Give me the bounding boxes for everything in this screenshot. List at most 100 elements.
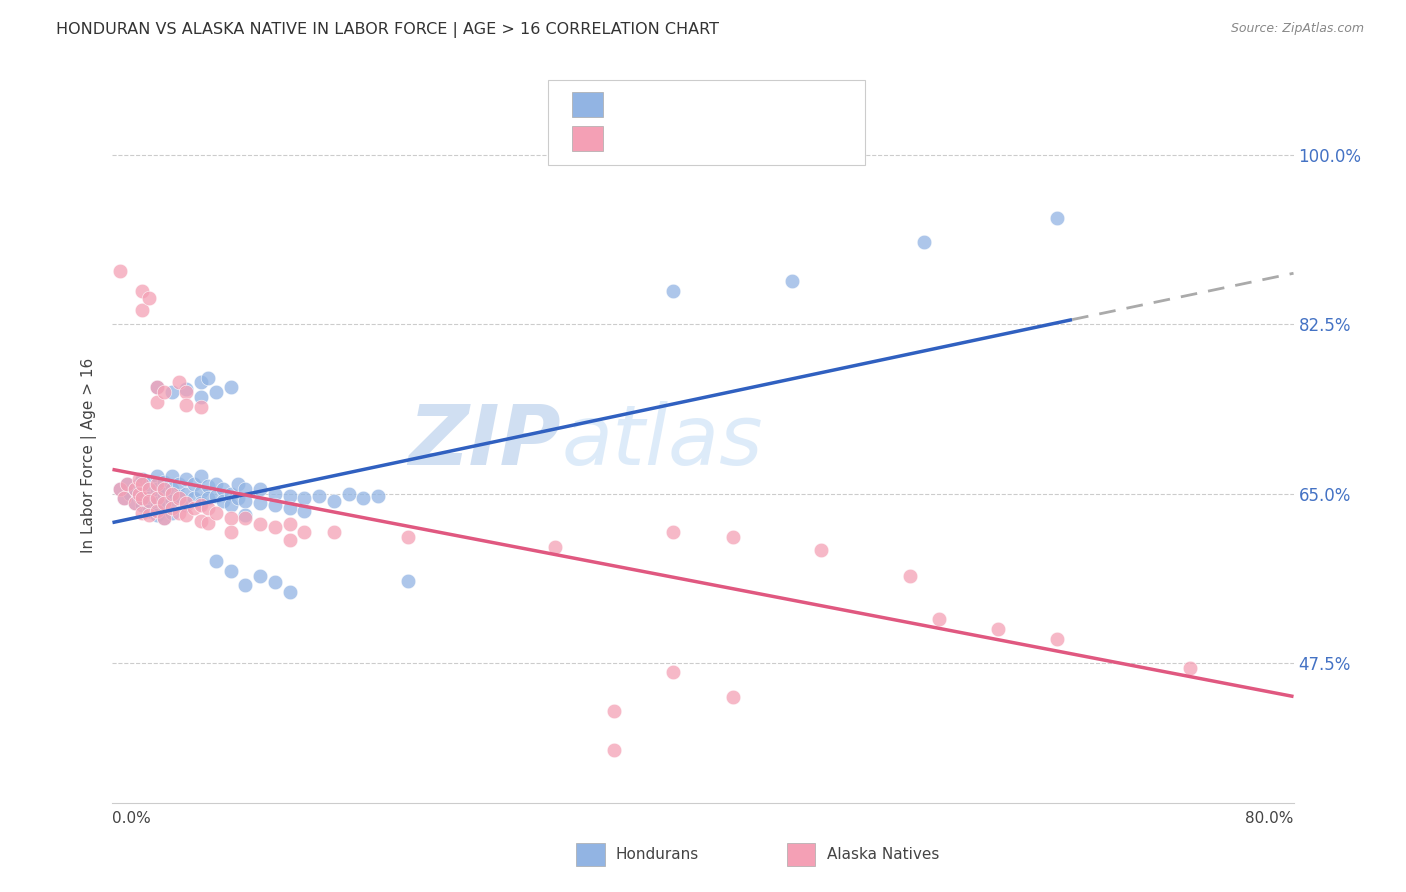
Point	[153, 486, 176, 500]
Point	[167, 506, 190, 520]
Point	[117, 476, 138, 491]
Point	[160, 469, 183, 483]
Point	[167, 491, 190, 506]
Point	[603, 704, 626, 718]
Text: Alaska Natives: Alaska Natives	[827, 847, 939, 862]
Text: Hondurans: Hondurans	[616, 847, 699, 862]
Point	[153, 385, 176, 400]
Point	[174, 508, 197, 522]
Point	[603, 742, 626, 756]
Text: 80.0%: 80.0%	[1246, 811, 1294, 825]
Point	[131, 498, 153, 512]
Point	[124, 496, 146, 510]
Point	[226, 476, 249, 491]
Point	[167, 489, 190, 503]
Text: HONDURAN VS ALASKA NATIVE IN LABOR FORCE | AGE > 16 CORRELATION CHART: HONDURAN VS ALASKA NATIVE IN LABOR FORCE…	[56, 22, 720, 38]
Point	[138, 508, 160, 522]
Point	[131, 472, 153, 486]
Point	[131, 476, 153, 491]
Point	[219, 525, 242, 540]
Point	[120, 486, 142, 500]
Point	[190, 496, 212, 510]
Point	[138, 482, 160, 496]
Point	[205, 554, 228, 568]
Point	[112, 491, 135, 506]
Point	[721, 530, 744, 544]
Point	[153, 510, 176, 524]
Text: ZIP: ZIP	[409, 401, 561, 482]
Point	[153, 482, 176, 496]
Point	[174, 496, 197, 510]
Point	[146, 496, 169, 510]
Point	[264, 520, 287, 534]
Point	[233, 510, 256, 524]
Point	[190, 390, 212, 404]
Point	[1046, 632, 1069, 646]
Y-axis label: In Labor Force | Age > 16: In Labor Force | Age > 16	[80, 358, 97, 552]
Point	[138, 494, 160, 508]
Point	[219, 486, 242, 500]
Point	[219, 380, 242, 394]
Point	[146, 380, 169, 394]
Point	[264, 498, 287, 512]
Point	[146, 476, 169, 491]
Point	[190, 498, 212, 512]
Point	[128, 489, 150, 503]
Point	[205, 489, 228, 503]
Point	[278, 585, 301, 599]
Point	[146, 508, 169, 522]
Text: R = -0.386   N = 58: R = -0.386 N = 58	[617, 129, 794, 147]
Point	[108, 482, 131, 496]
Point	[167, 476, 190, 491]
Point	[352, 491, 374, 506]
Point	[205, 476, 228, 491]
Point	[249, 517, 271, 532]
Point	[174, 498, 197, 512]
Point	[146, 380, 169, 394]
Point	[914, 235, 936, 250]
Point	[190, 400, 212, 414]
Point	[146, 504, 169, 518]
Point	[174, 382, 197, 396]
Point	[233, 482, 256, 496]
Point	[174, 385, 197, 400]
Point	[308, 489, 330, 503]
Point	[117, 476, 138, 491]
Text: atlas: atlas	[561, 401, 763, 482]
Point	[160, 486, 183, 500]
Point	[219, 498, 242, 512]
Point	[721, 690, 744, 704]
Point	[160, 385, 183, 400]
Point	[278, 517, 301, 532]
Point	[108, 264, 131, 278]
Point	[190, 469, 212, 483]
Point	[190, 514, 212, 528]
Point	[264, 486, 287, 500]
Text: Source: ZipAtlas.com: Source: ZipAtlas.com	[1230, 22, 1364, 36]
Point	[160, 482, 183, 496]
Point	[367, 489, 389, 503]
Point	[138, 491, 160, 506]
Point	[662, 525, 685, 540]
Point	[131, 303, 153, 318]
Point	[662, 665, 685, 680]
Point	[131, 491, 153, 506]
Text: R =  0.386   N = 75: R = 0.386 N = 75	[617, 95, 793, 113]
Point	[146, 482, 169, 496]
Point	[146, 394, 169, 409]
Point	[987, 622, 1010, 636]
Point	[233, 578, 256, 592]
Point	[780, 274, 803, 288]
Point	[278, 501, 301, 516]
Point	[190, 484, 212, 499]
Point	[197, 370, 219, 384]
Point	[128, 486, 150, 500]
Point	[183, 491, 205, 506]
Point	[292, 491, 315, 506]
Point	[219, 564, 242, 578]
Point	[249, 482, 271, 496]
Point	[197, 491, 219, 506]
Point	[124, 496, 146, 510]
Point	[138, 504, 160, 518]
Point	[249, 568, 271, 582]
